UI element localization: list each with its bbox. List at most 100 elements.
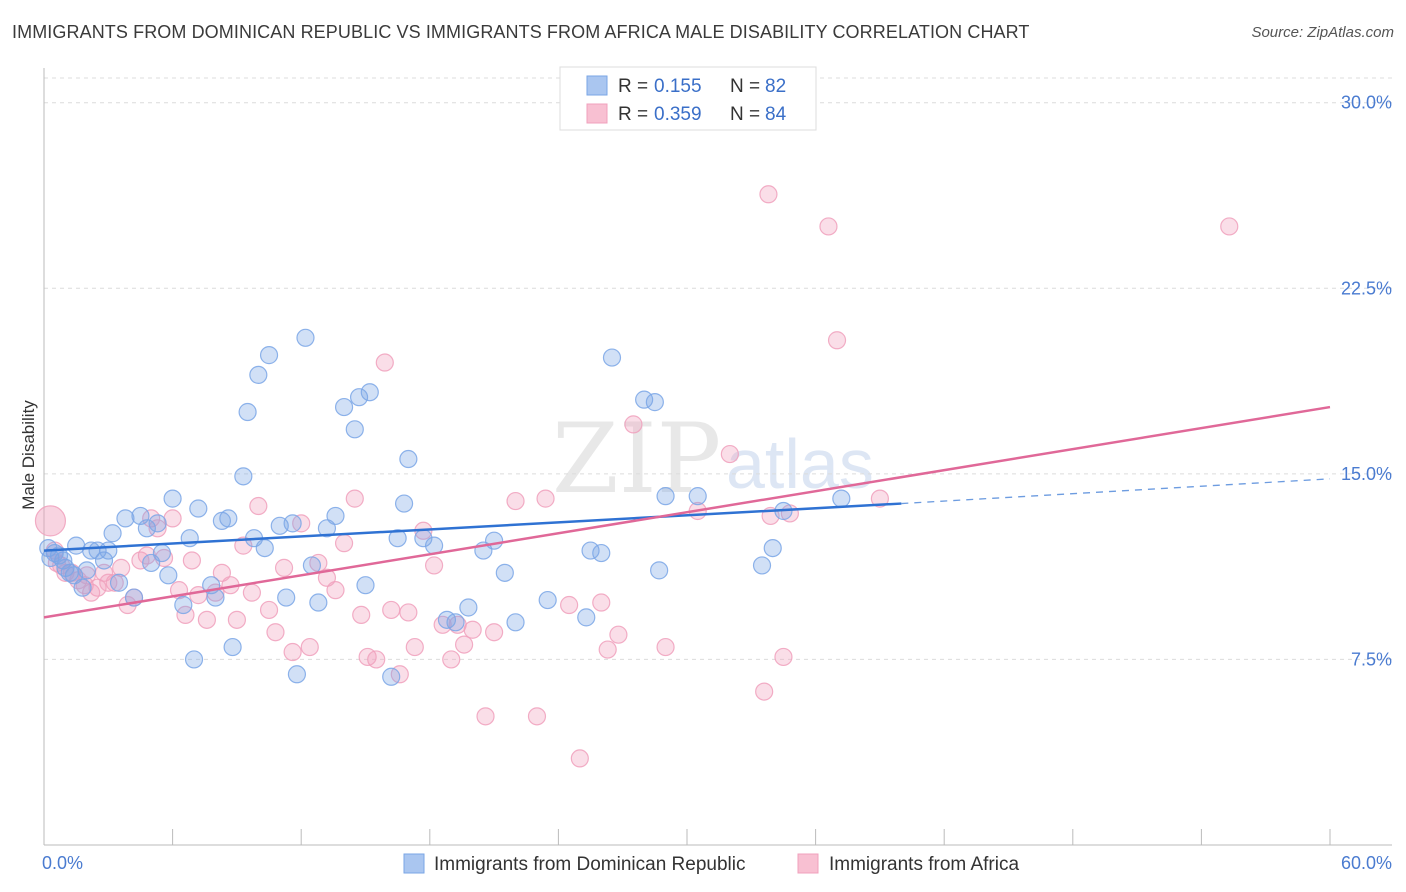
data-point <box>485 623 504 642</box>
data-point <box>212 563 231 582</box>
data-point <box>109 573 129 592</box>
data-point <box>624 415 643 434</box>
data-point <box>645 393 664 412</box>
y-tick-labels: 7.5% 15.0% 22.5% 30.0% <box>1341 93 1392 670</box>
trendline-dominican-extension <box>901 478 1331 505</box>
gridlines <box>44 77 1392 660</box>
data-point <box>259 346 279 365</box>
data-point <box>688 487 707 506</box>
chart-title: IMMIGRANTS FROM DOMINICAN REPUBLIC VS IM… <box>12 22 1030 42</box>
data-point <box>296 328 315 347</box>
data-point <box>592 543 611 563</box>
data-point <box>476 707 495 726</box>
data-point <box>538 590 557 610</box>
data-point <box>148 514 167 533</box>
data-point <box>609 625 628 644</box>
data-point <box>720 444 739 464</box>
data-point <box>255 538 274 558</box>
data-point <box>382 600 401 620</box>
data-point <box>367 650 386 669</box>
data-point <box>77 561 96 580</box>
legend-r-label-pink: R = <box>618 104 648 125</box>
data-point <box>536 489 555 508</box>
data-point <box>249 365 268 385</box>
data-point <box>360 383 379 402</box>
data-point <box>34 505 67 537</box>
data-point <box>99 541 118 560</box>
data-point <box>598 640 617 659</box>
data-point <box>592 593 611 612</box>
data-point <box>283 514 302 533</box>
bottom-legend-swatch-pink <box>797 853 819 874</box>
data-point <box>650 561 669 580</box>
y-tick-label: 22.5% <box>1341 278 1392 298</box>
data-point <box>399 603 418 622</box>
data-point <box>103 524 122 543</box>
data-point <box>277 588 296 607</box>
data-point <box>238 402 257 422</box>
data-point <box>283 642 302 662</box>
data-point <box>152 543 171 563</box>
data-point <box>112 558 131 577</box>
data-point <box>197 610 216 629</box>
data-point <box>300 637 319 657</box>
bottom-legend-swatch-blue <box>403 853 425 874</box>
y-tick-label: 15.0% <box>1341 464 1392 484</box>
data-point <box>454 635 474 654</box>
data-point <box>326 506 345 526</box>
data-point <box>249 496 268 516</box>
data-point <box>560 595 579 615</box>
data-point <box>527 707 547 726</box>
data-point <box>137 519 156 538</box>
data-point <box>259 600 279 620</box>
data-point <box>442 650 461 669</box>
data-point <box>656 487 675 506</box>
bottom-legend-label-dominican: Immigrants from Dominican Republic <box>434 854 746 875</box>
data-point <box>349 388 369 407</box>
data-point <box>1220 217 1239 236</box>
data-point <box>375 353 394 372</box>
data-point <box>227 610 246 629</box>
data-point <box>819 217 838 236</box>
data-point <box>287 665 307 684</box>
data-point <box>827 331 847 350</box>
data-point <box>345 489 364 508</box>
data-point <box>334 534 354 553</box>
data-point <box>832 489 851 508</box>
data-point <box>382 667 401 686</box>
data-point <box>182 551 201 570</box>
watermark-zip: ZIP <box>552 403 721 515</box>
x-tick-label-max: 60.0% <box>1341 853 1392 873</box>
axes <box>43 68 1392 846</box>
data-point <box>219 509 238 528</box>
data-point <box>326 581 345 600</box>
legend-n-label-pink: N = <box>730 104 760 125</box>
y-axis-title: Male Disability <box>19 400 38 510</box>
data-point <box>242 583 262 602</box>
x-tick-label-min: 0.0% <box>42 853 83 873</box>
legend-swatch-blue <box>586 75 608 96</box>
series-legend: Immigrants from Dominican Republic Immig… <box>403 853 1019 875</box>
data-point <box>424 556 444 575</box>
data-point <box>495 563 514 582</box>
data-point <box>388 529 407 548</box>
data-point <box>656 637 675 657</box>
data-point <box>67 536 86 555</box>
trendline-africa <box>43 405 1331 619</box>
data-point <box>755 682 774 701</box>
data-point <box>570 749 589 768</box>
data-point <box>352 605 371 625</box>
series-dominican-points <box>39 328 851 686</box>
data-point <box>405 637 424 657</box>
data-point <box>635 390 654 409</box>
data-point <box>274 558 294 577</box>
data-point <box>506 613 525 632</box>
data-point <box>581 541 600 560</box>
data-point <box>99 573 118 592</box>
data-point <box>463 620 482 639</box>
data-point <box>116 509 135 528</box>
y-tick-label: 30.0% <box>1341 93 1392 113</box>
data-point <box>234 536 253 555</box>
data-point <box>345 420 364 439</box>
